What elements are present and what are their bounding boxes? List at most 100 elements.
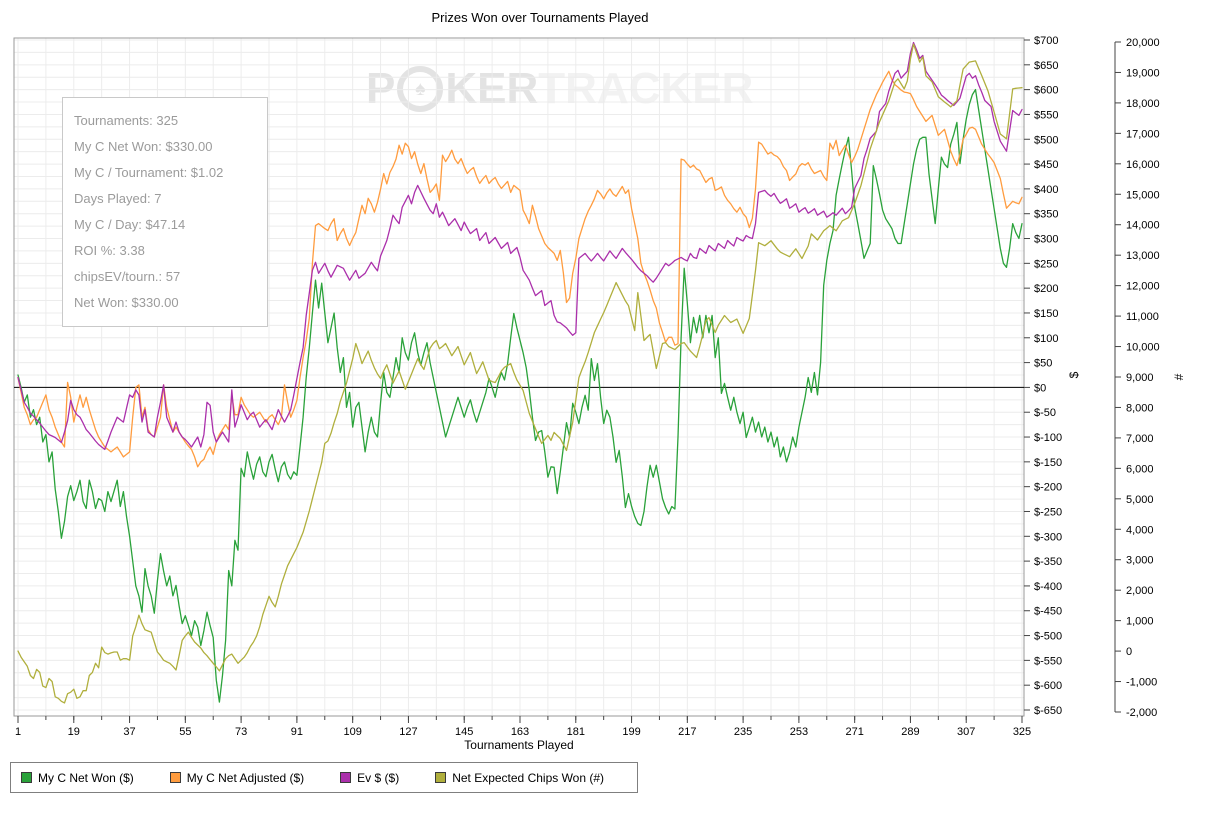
series-line-ev-	[17, 41, 1023, 451]
x-tick-label: 91	[291, 726, 303, 738]
legend-label: Net Expected Chips Won (#)	[452, 770, 605, 785]
hash-tick-label: 5,000	[1126, 494, 1154, 506]
dollar-axis-title: $	[1067, 371, 1081, 378]
dollar-tick-label: $50	[1034, 358, 1052, 370]
tooltip-line: Tournaments: 325	[74, 113, 179, 128]
hash-tick-label: -1,000	[1126, 677, 1157, 689]
x-tick-label: 289	[901, 726, 919, 738]
hash-tick-label: 11,000	[1126, 311, 1159, 323]
hash-tick-label: 15,000	[1126, 189, 1160, 201]
stats-tooltip: Tournaments: 325 My C Net Won: $330.00 My …	[62, 97, 268, 327]
legend-item[interactable]: My C Net Won ($)	[21, 771, 134, 785]
dollar-tick-label: $-350	[1034, 556, 1062, 568]
x-tick-label: 235	[734, 726, 752, 738]
hash-tick-label: 4,000	[1126, 524, 1154, 536]
x-tick-label: 37	[123, 726, 135, 738]
dollar-tick-label: $350	[1034, 209, 1058, 221]
dollar-tick-label: $-400	[1034, 581, 1062, 593]
hash-tick-label: 0	[1126, 646, 1132, 658]
dollar-tick-label: $-50	[1034, 407, 1056, 419]
dollar-tick-label: $-500	[1034, 631, 1062, 643]
x-tick-label: 145	[455, 726, 473, 738]
dollar-tick-label: $-550	[1034, 655, 1062, 667]
hash-tick-label: 2,000	[1126, 585, 1154, 597]
x-tick-label: 163	[511, 726, 529, 738]
dollar-tick-label: $300	[1034, 234, 1058, 246]
legend-label: My C Net Adjusted ($)	[186, 770, 305, 785]
legend-item[interactable]: Net Expected Chips Won (#)	[435, 771, 604, 785]
dollar-tick-label: $-300	[1034, 531, 1062, 543]
dollar-tick-label: $550	[1034, 109, 1058, 121]
poker-chip-icon: ♠	[397, 66, 444, 112]
tooltip-line: Days Played: 7	[74, 191, 162, 206]
tooltip-line: Net Won: $330.00	[74, 295, 179, 310]
dollar-tick-label: $700	[1034, 35, 1058, 47]
hash-tick-label: 14,000	[1126, 220, 1160, 232]
legend-swatch-icon	[169, 772, 181, 783]
hash-tick-label: 17,000	[1126, 128, 1160, 140]
x-tick-label: 181	[567, 726, 585, 738]
x-tick-label: 217	[678, 726, 696, 738]
x-tick-label: 55	[179, 726, 191, 738]
hash-tick-label: 7,000	[1126, 433, 1154, 445]
x-tick-label: 1	[15, 726, 21, 738]
hash-tick-label: 10,000	[1126, 342, 1160, 354]
dollar-tick-label: $-150	[1034, 457, 1062, 469]
hash-tick-label: 19,000	[1126, 67, 1160, 79]
hash-tick-label: 16,000	[1126, 159, 1160, 171]
dollar-tick-label: $500	[1034, 134, 1058, 146]
tooltip-line: My C Net Won: $330.00	[74, 139, 213, 154]
hash-tick-label: 18,000	[1126, 98, 1160, 110]
dollar-tick-label: $200	[1034, 283, 1058, 295]
hash-tick-label: -2,000	[1126, 707, 1157, 719]
x-tick-label: 19	[68, 726, 80, 738]
hash-tick-label: 9,000	[1126, 372, 1154, 384]
hash-tick-label: 1,000	[1126, 616, 1154, 628]
x-tick-label: 253	[790, 726, 808, 738]
tooltip-line: My C / Tournament: $1.02	[74, 165, 224, 180]
legend-swatch-icon	[435, 772, 447, 783]
x-tick-label: 325	[1013, 726, 1031, 738]
legend-swatch-icon	[340, 772, 352, 783]
hash-tick-label: 13,000	[1126, 250, 1160, 262]
legend-item[interactable]: Ev $ ($)	[340, 771, 399, 785]
dollar-tick-label: $-650	[1034, 705, 1062, 717]
x-tick-label: 271	[845, 726, 863, 738]
x-tick-label: 199	[622, 726, 640, 738]
legend: My C Net Won ($) My C Net Adjusted ($) Ev …	[10, 762, 638, 793]
hash-axis-title: #	[1172, 373, 1186, 380]
dollar-tick-label: $-250	[1034, 506, 1062, 518]
hash-tick-label: 8,000	[1126, 402, 1154, 414]
hash-tick-label: 6,000	[1126, 463, 1154, 475]
dollar-tick-label: $450	[1034, 159, 1058, 171]
dollar-tick-label: $650	[1034, 60, 1058, 72]
dollar-tick-label: $-450	[1034, 606, 1062, 618]
series-line-my-c-net-won-	[17, 88, 1023, 703]
watermark-text-tracker: TRACKER	[538, 64, 754, 113]
dollar-tick-label: $100	[1034, 333, 1058, 345]
dollar-tick-label: $0	[1034, 382, 1046, 394]
hash-tick-label: 12,000	[1126, 281, 1160, 293]
dollar-tick-label: $400	[1034, 184, 1058, 196]
series-line-net-expected-chips-won-	[17, 43, 1023, 704]
tooltip-line: ROI %: 3.38	[74, 243, 145, 258]
dollar-tick-label: $250	[1034, 258, 1058, 270]
tooltip-line: My C / Day: $47.14	[74, 217, 186, 232]
x-tick-label: 127	[399, 726, 417, 738]
x-tick-label: 73	[235, 726, 247, 738]
dollar-tick-label: $600	[1034, 85, 1058, 97]
dollar-tick-label: $150	[1034, 308, 1058, 320]
x-tick-label: 307	[957, 726, 975, 738]
legend-item[interactable]: My C Net Adjusted ($)	[169, 770, 305, 785]
legend-swatch-icon	[21, 772, 32, 783]
dollar-tick-label: $-100	[1034, 432, 1062, 444]
pokertracker-watermark: P ♠ KER TRACKER	[366, 64, 753, 114]
x-axis-title: Tournaments Played	[464, 738, 573, 752]
hash-tick-label: 20,000	[1126, 37, 1160, 49]
dollar-tick-label: $-600	[1034, 680, 1062, 692]
spade-icon: ♠	[415, 78, 426, 100]
series-line-my-c-net-adjusted-	[17, 70, 1023, 468]
hash-tick-label: 3,000	[1126, 555, 1154, 567]
